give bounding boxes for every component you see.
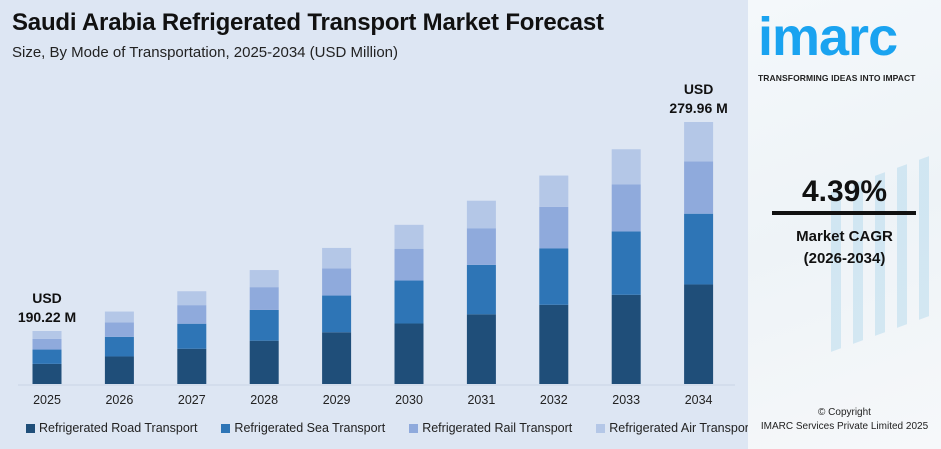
bar-segment-refrigerated-road-transport-2033 [611,294,641,384]
x-tick-label: 2025 [33,393,61,407]
bar-segment-refrigerated-air-transport-2032 [539,175,569,207]
cagr-period: (2026-2034) [803,250,886,267]
cagr-value: 4.39% [801,175,888,208]
bar-segment-refrigerated-sea-transport-2033 [611,231,641,295]
x-tick-label: 2026 [105,393,133,407]
bar-segment-refrigerated-air-transport-2026 [104,311,134,323]
bar-segment-refrigerated-sea-transport-2029 [322,295,352,333]
chart-title: Saudi Arabia Refrigerated Transport Mark… [12,9,604,36]
x-tick-label: 2032 [540,393,568,407]
bar-segment-refrigerated-air-transport-2027 [177,291,207,306]
x-tick-label: 2029 [323,393,351,407]
bar-segment-refrigerated-sea-transport-2028 [249,309,279,341]
bar-segment-refrigerated-rail-transport-2026 [104,322,134,337]
stacked-bar-chart: 2025 2026 2027 2028 2029 2030 2031 2032 2033 2034… [18,81,735,407]
x-tick-label: 2030 [395,393,423,407]
data-label-2025: USD [32,290,62,306]
bar-segment-refrigerated-rail-transport-2025 [32,338,62,350]
cagr-label: Market CAGR (2026-2034) [748,226,941,270]
x-tick-label: 2027 [178,393,206,407]
data-label-2034: USD [684,81,714,97]
bar-segment-refrigerated-sea-transport-2031 [466,264,496,315]
copyright: © Copyright IMARC Services Private Limit… [748,406,941,434]
side-panel: imarc TRANSFORMING IDEAS INTO IMPACT 4.3… [748,0,941,449]
bar-segment-refrigerated-sea-transport-2032 [539,248,569,305]
legend-label: Refrigerated Road Transport [39,421,198,435]
bar-segment-refrigerated-rail-transport-2028 [249,287,279,310]
legend-label: Refrigerated Air Transport [609,421,753,435]
bar-segment-refrigerated-air-transport-2029 [322,247,352,269]
bar-segment-refrigerated-sea-transport-2030 [394,280,424,324]
bar-segment-refrigerated-rail-transport-2027 [177,305,207,324]
x-tick-label: 2031 [467,393,495,407]
bar-segment-refrigerated-road-transport-2025 [32,363,62,384]
bar-segment-refrigerated-road-transport-2028 [249,340,279,384]
bar-segment-refrigerated-sea-transport-2034 [684,213,714,285]
bar-segment-refrigerated-rail-transport-2031 [466,228,496,265]
logo-tagline: TRANSFORMING IDEAS INTO IMPACT [758,73,916,83]
data-label-2034: 279.96 M [669,100,727,116]
divider [772,211,916,215]
data-label-2025: 190.22 M [18,309,76,325]
legend-item-rail: Refrigerated Rail Transport [409,421,572,435]
legend-label: Refrigerated Sea Transport [234,421,386,435]
copyright-company: IMARC Services Private Limited 2025 [760,421,929,432]
legend: Refrigerated Road Transport Refrigerated… [26,421,776,435]
bar-segment-refrigerated-rail-transport-2029 [322,268,352,296]
cagr-label-text: Market CAGR [796,228,893,245]
legend-label: Refrigerated Rail Transport [422,421,573,435]
copyright-line: © Copyright [818,407,871,418]
bar-segment-refrigerated-sea-transport-2026 [104,336,134,357]
bar-segment-refrigerated-sea-transport-2025 [32,349,62,364]
bar-segment-refrigerated-rail-transport-2032 [539,206,569,249]
bar-segment-refrigerated-air-transport-2028 [249,270,279,288]
bar-segment-refrigerated-rail-transport-2034 [684,161,714,214]
bar-segment-refrigerated-rail-transport-2030 [394,248,424,281]
bar-segment-refrigerated-road-transport-2034 [684,284,714,384]
bar-segment-refrigerated-road-transport-2029 [322,332,352,384]
legend-item-sea: Refrigerated Sea Transport [221,421,385,435]
bar-segment-refrigerated-air-transport-2030 [394,224,424,249]
bar-segment-refrigerated-air-transport-2025 [32,331,62,339]
bar-segment-refrigerated-air-transport-2034 [684,122,714,162]
x-tick-label: 2033 [612,393,640,407]
bar-segment-refrigerated-road-transport-2027 [177,348,207,384]
x-tick-label: 2034 [685,393,713,407]
legend-item-air: Refrigerated Air Transport [596,421,752,435]
chart-subtitle: Size, By Mode of Transportation, 2025-20… [12,44,399,61]
bar-segment-refrigerated-road-transport-2031 [466,314,496,384]
bar-segment-refrigerated-rail-transport-2033 [611,184,641,232]
imarc-logo: imarc [758,7,898,67]
bar-segment-refrigerated-road-transport-2026 [104,356,134,384]
legend-item-road: Refrigerated Road Transport [26,421,197,435]
bar-segment-refrigerated-air-transport-2031 [466,200,496,229]
bar-segment-refrigerated-road-transport-2030 [394,323,424,384]
bar-segment-refrigerated-air-transport-2033 [611,149,641,185]
bar-segment-refrigerated-road-transport-2032 [539,304,569,384]
x-tick-label: 2028 [250,393,278,407]
bar-segment-refrigerated-sea-transport-2027 [177,323,207,349]
